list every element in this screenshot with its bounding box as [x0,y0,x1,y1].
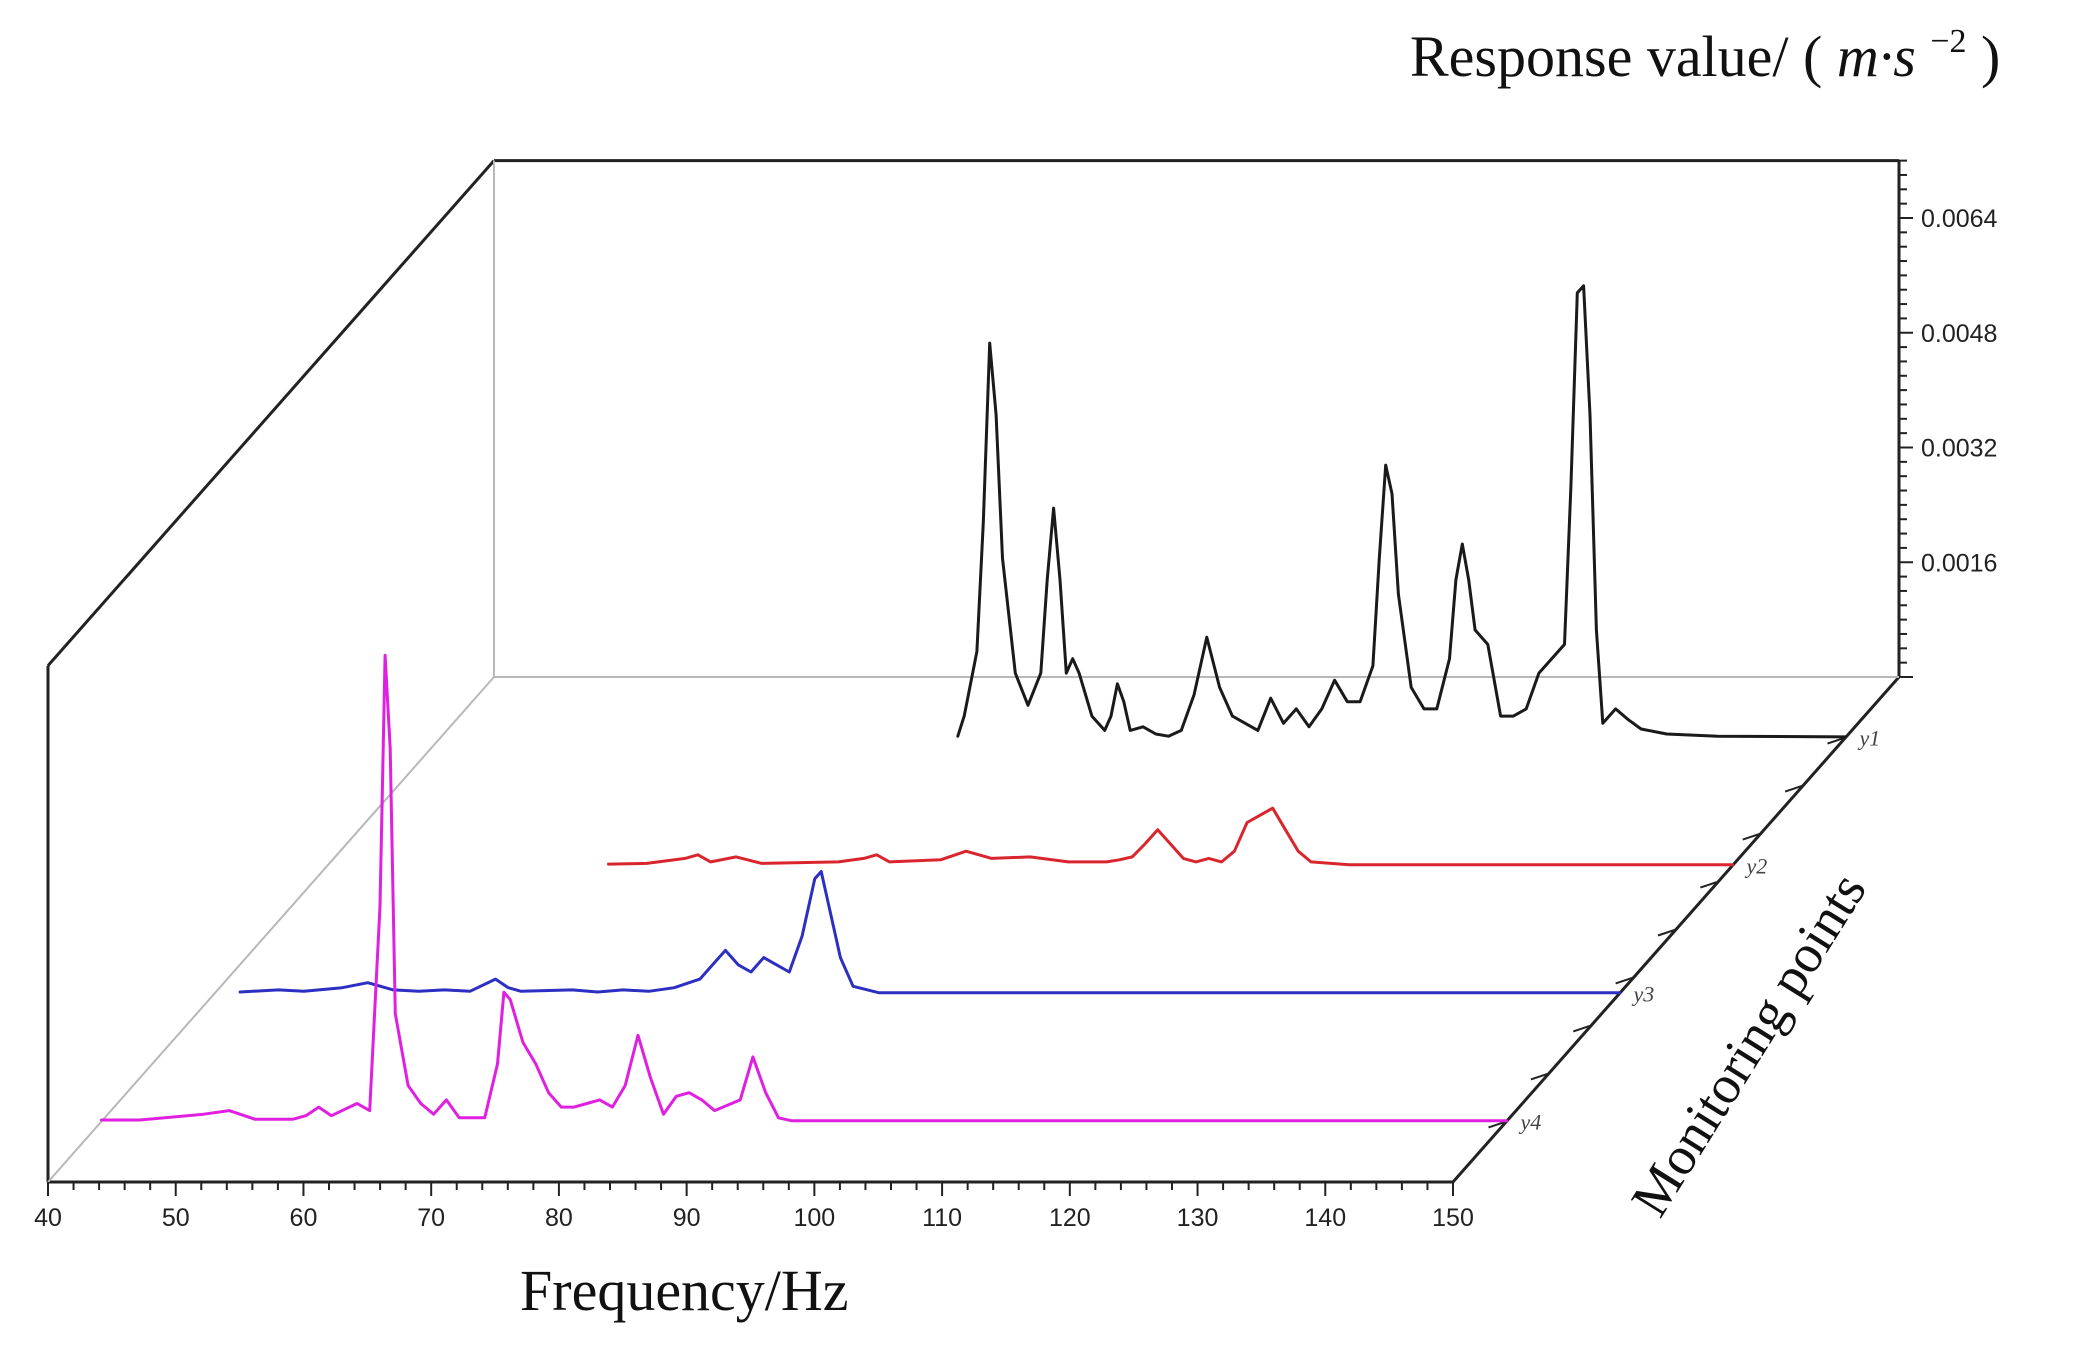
y-tick [1615,976,1634,985]
y-tick [1488,1120,1507,1129]
x-tick-label: 70 [417,1204,445,1232]
x-tick-label: 60 [290,1204,318,1232]
y-tick [1700,880,1719,889]
y-axis-ticks [1488,736,1846,1129]
series-label-y4: y4 [1519,1109,1542,1134]
y-tick [1572,1024,1592,1033]
x-tick-label: 80 [545,1204,573,1232]
y-tick [1827,736,1846,745]
y-tick [1657,928,1677,937]
z-axis-title-close: ) [1981,24,2000,89]
series-curve-y2 [607,806,1734,867]
x-tick-label: 50 [162,1204,190,1232]
series-curve-y3 [238,870,1621,995]
x-tick-label: 110 [922,1204,962,1232]
z-axis-title-unit: m·s [1837,24,1916,89]
series-curves [100,284,1847,1123]
series-curve-y4 [100,653,1508,1123]
series-label-y3: y3 [1632,981,1655,1006]
left-top-edge [46,159,496,667]
x-tick-label: 90 [673,1204,701,1232]
x-axis-title: Frequency/Hz [520,1258,849,1323]
z-tick-label: 0.0016 [1921,549,1997,577]
y-tick [1784,784,1804,793]
series-labels: y1 y2 y3 y4 [1519,726,1881,1135]
series-label-y2: y2 [1744,854,1767,879]
x-tick-label: 40 [34,1204,62,1232]
y-tick [1530,1072,1550,1081]
x-tick-label: 140 [1304,1204,1346,1232]
floor-left-edge [47,676,495,1183]
x-tick-label: 120 [1049,1204,1091,1232]
z-axis-ticks: 0.0016 0.0032 0.0048 0.0064 [1899,159,1998,678]
z-axis-title: Response value/ ( m·s −2 ) [1410,0,2000,89]
x-tick-label: 100 [794,1204,836,1232]
z-axis-title-exp: −2 [1930,23,1966,60]
x-tick-label: 150 [1432,1204,1474,1232]
z-axis-title-text: Response value/ ( [1410,24,1822,89]
y-tick [1742,832,1762,841]
x-tick-label: 130 [1177,1204,1219,1232]
x-axis-ticks: 40 50 60 70 80 90 100 110 120 130 140 150 [34,1182,1474,1232]
y-axis-title: Monitoring points [1619,863,1877,1227]
z-tick-label: 0.0048 [1921,320,1997,348]
z-tick-label: 0.0064 [1921,205,1998,233]
series-curve-y1 [956,284,1847,739]
z-tick-label: 0.0032 [1921,435,1997,463]
series-label-y1: y1 [1857,726,1880,751]
